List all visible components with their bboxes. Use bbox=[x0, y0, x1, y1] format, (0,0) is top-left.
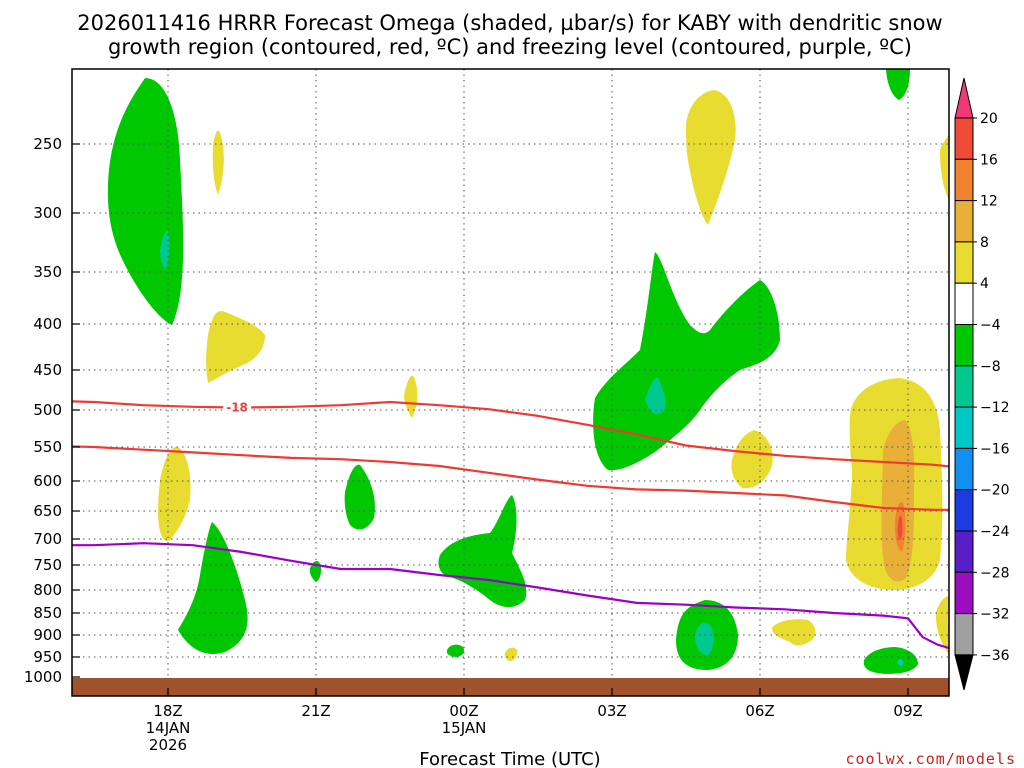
plot-frame bbox=[71, 68, 950, 697]
x-tick-label: 06Z bbox=[745, 702, 774, 720]
omega-area bbox=[504, 647, 518, 662]
contour-line bbox=[72, 400, 949, 468]
chart-title-line2: growth region (contoured, red, ºC) and f… bbox=[108, 35, 912, 59]
omega-area bbox=[886, 69, 910, 100]
colorbar-swatch bbox=[954, 530, 974, 573]
omega-area bbox=[772, 619, 816, 646]
colorbar-label: −8 bbox=[980, 359, 1001, 375]
colorbar-swatch bbox=[954, 282, 974, 326]
y-axis-ticks: 250 300 350 400 450 500 550 600 650 700 750 800 850 9… bbox=[24, 135, 80, 686]
credit-text: coolwx.com/models bbox=[845, 750, 1016, 768]
plot-area: -18 bbox=[71, 68, 950, 697]
colorbar-swatch bbox=[954, 654, 974, 691]
omega-area bbox=[158, 446, 191, 541]
x-tick-label: 09Z bbox=[893, 702, 922, 720]
omega-area bbox=[446, 644, 465, 657]
omega-area bbox=[178, 522, 248, 654]
colorbar-swatch bbox=[954, 447, 974, 491]
colorbar-label: 20 bbox=[980, 111, 998, 127]
colorbar-swatch bbox=[954, 158, 974, 202]
y-tick-label: 800 bbox=[33, 581, 62, 599]
omega-area bbox=[404, 375, 418, 418]
y-tick-label: 600 bbox=[33, 472, 62, 490]
y-tick-label: 250 bbox=[33, 135, 62, 153]
colorbar-swatch bbox=[954, 489, 974, 532]
colorbar-label: −28 bbox=[980, 565, 1010, 581]
omega-area bbox=[940, 135, 949, 200]
colorbar-label: 4 bbox=[980, 276, 989, 292]
y-tick-label: 1000 bbox=[24, 668, 62, 686]
x-tick-label: 18Z bbox=[153, 702, 182, 720]
contour-label: -18 bbox=[226, 401, 248, 415]
y-tick-label: 850 bbox=[33, 604, 62, 622]
x-tick-label: 15JAN bbox=[442, 719, 487, 737]
omega-area bbox=[863, 647, 918, 674]
contour-line bbox=[72, 445, 949, 511]
omega-area bbox=[593, 252, 780, 471]
x-tick-label: 00Z bbox=[449, 702, 478, 720]
omega-area bbox=[897, 659, 903, 666]
colorbar-label: 16 bbox=[980, 152, 998, 168]
colorbar-label: −24 bbox=[980, 524, 1010, 540]
colorbar-label: −36 bbox=[980, 648, 1010, 664]
y-tick-label: 400 bbox=[33, 315, 62, 333]
colorbar-swatch bbox=[954, 406, 974, 449]
omega-area bbox=[212, 130, 224, 195]
colorbar-swatch bbox=[954, 324, 974, 367]
omega-shading bbox=[107, 69, 949, 674]
colorbar-swatch bbox=[954, 571, 974, 615]
x-tick-label: 2026 bbox=[149, 736, 187, 754]
chart-title-line1: 2026011416 HRRR Forecast Omega (shaded, … bbox=[77, 11, 942, 35]
y-tick-label: 300 bbox=[33, 204, 62, 222]
omega-area bbox=[695, 622, 714, 655]
x-tick-label: 21Z bbox=[301, 702, 330, 720]
y-tick-label: 550 bbox=[33, 438, 62, 456]
contour-label-bg bbox=[223, 399, 252, 414]
y-tick-label: 950 bbox=[33, 648, 62, 666]
colorbar-swatch bbox=[954, 241, 974, 284]
colorbar-label: −16 bbox=[980, 441, 1010, 457]
omega-area bbox=[645, 377, 666, 415]
x-tick-label: 03Z bbox=[597, 702, 626, 720]
omega-area bbox=[897, 515, 903, 540]
y-tick-label: 700 bbox=[33, 530, 62, 548]
colorbar-label: 8 bbox=[980, 235, 989, 251]
colorbar-swatch bbox=[954, 613, 974, 656]
colorbar-label: −20 bbox=[980, 483, 1010, 499]
omega-area bbox=[731, 430, 773, 489]
y-tick-label: 500 bbox=[33, 401, 62, 419]
x-axis-label: Forecast Time (UTC) bbox=[419, 749, 600, 768]
omega-area bbox=[686, 90, 736, 225]
colorbar-swatch bbox=[954, 365, 974, 408]
ground-surface bbox=[72, 678, 949, 696]
omega-area bbox=[935, 596, 949, 655]
omega-area bbox=[438, 495, 527, 608]
y-tick-label: 900 bbox=[33, 626, 62, 644]
colorbar-label: −4 bbox=[980, 318, 1001, 334]
colorbar-label: −12 bbox=[980, 400, 1010, 416]
contour-line bbox=[72, 542, 949, 650]
y-tick-label: 450 bbox=[33, 361, 62, 379]
colorbar-label: −32 bbox=[980, 607, 1010, 623]
colorbar-swatch bbox=[954, 200, 974, 243]
colorbar-swatch bbox=[954, 117, 974, 160]
omega-area bbox=[206, 311, 265, 383]
omega-area bbox=[160, 230, 170, 270]
colorbar: 20 16 12 8 4 −4 −8 −12 −16 −20 −24 −28 −32 −36 bbox=[954, 77, 1010, 691]
x-tick-label: 14JAN bbox=[146, 719, 191, 737]
y-tick-label: 750 bbox=[33, 556, 62, 574]
temperature-contours: -18 bbox=[72, 399, 949, 650]
y-tick-label: 650 bbox=[33, 502, 62, 520]
y-tick-label: 350 bbox=[33, 263, 62, 281]
omega-area bbox=[344, 464, 375, 530]
grid-lines bbox=[72, 69, 949, 696]
omega-area bbox=[881, 420, 915, 582]
colorbar-label: 12 bbox=[980, 194, 998, 210]
colorbar-swatch bbox=[954, 77, 974, 119]
